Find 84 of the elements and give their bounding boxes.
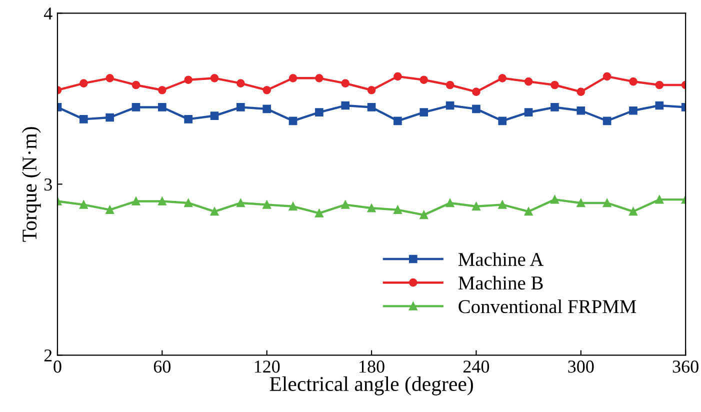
point [132, 80, 140, 90]
point [158, 197, 166, 206]
point [315, 108, 324, 117]
point [210, 112, 219, 120]
x-tick-label: 120 [254, 360, 280, 373]
point [79, 79, 88, 88]
point [394, 116, 402, 126]
y-tick-label: 3 [44, 178, 52, 191]
point [576, 88, 586, 96]
point [158, 103, 166, 112]
point [472, 88, 480, 96]
point [184, 76, 192, 84]
legend-label: Machine B [458, 276, 543, 290]
point [79, 200, 88, 209]
point [629, 207, 638, 216]
point [132, 103, 140, 112]
point [288, 116, 298, 126]
point [576, 198, 586, 208]
point [550, 195, 559, 204]
point [236, 79, 245, 88]
point [524, 77, 533, 86]
y-tick-label: 4 [44, 8, 52, 20]
point [420, 76, 428, 84]
point [341, 79, 350, 88]
point [132, 197, 140, 206]
x-tick-label: 0 [54, 360, 62, 373]
x-tick-label: 180 [360, 360, 384, 373]
point [394, 206, 402, 214]
legend-label: Machine A [458, 252, 544, 266]
point [184, 198, 192, 208]
point [472, 104, 480, 114]
x-tick-label: 240 [463, 360, 490, 373]
point [367, 86, 376, 94]
x-tick-label: 360 [672, 360, 698, 373]
point [655, 101, 664, 110]
point [158, 86, 166, 94]
y-axis-title: Torque (N·m) [22, 127, 41, 242]
point [106, 206, 114, 214]
point [576, 106, 586, 115]
point [315, 209, 324, 218]
point [498, 74, 507, 82]
point [106, 113, 114, 122]
legend-label: Conventional FRPMM [458, 299, 636, 314]
point [79, 115, 88, 124]
point [602, 72, 612, 81]
x-tick-label: 300 [568, 360, 594, 373]
point [184, 115, 192, 124]
point [446, 101, 454, 110]
point [315, 74, 324, 82]
point [446, 80, 454, 90]
x-axis-title: Electrical angle (degree) [270, 376, 473, 396]
point [472, 202, 480, 211]
point [367, 103, 376, 112]
point [394, 72, 402, 81]
point [420, 210, 428, 220]
point [236, 198, 245, 208]
point [655, 80, 664, 90]
x-tick-label: 60 [154, 360, 171, 373]
point [367, 204, 376, 212]
point [236, 103, 245, 112]
point [550, 80, 559, 90]
point [629, 106, 638, 115]
point [498, 200, 507, 209]
point [210, 207, 219, 216]
point [602, 116, 612, 126]
point [262, 200, 272, 209]
point [524, 108, 533, 117]
point [550, 103, 559, 112]
point [629, 77, 638, 86]
point [288, 74, 298, 82]
point [602, 198, 612, 208]
point [262, 86, 272, 94]
point [524, 207, 533, 216]
point [106, 74, 114, 82]
point [210, 74, 219, 82]
point [655, 195, 664, 204]
point [420, 108, 428, 117]
y-tick-label: 2 [44, 349, 52, 362]
point [446, 198, 454, 208]
point [262, 104, 272, 114]
point [498, 116, 507, 126]
point [288, 202, 298, 211]
point [341, 200, 350, 209]
point [341, 101, 350, 110]
